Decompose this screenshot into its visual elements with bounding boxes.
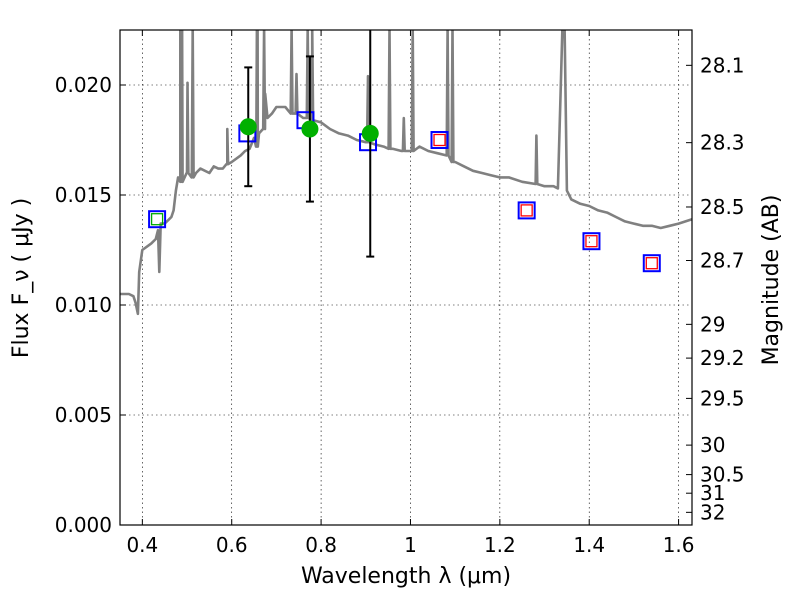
y-tick-label: 0.020 bbox=[55, 73, 112, 97]
x-tick-label: 1.2 bbox=[484, 533, 516, 557]
y-axis-right-label: Magnitude (AB) bbox=[759, 195, 784, 366]
x-tick-label: 0.6 bbox=[216, 533, 248, 557]
mag-tick-label: 32 bbox=[700, 500, 725, 524]
x-tick-label: 1 bbox=[404, 533, 417, 557]
x-tick-label: 1.6 bbox=[663, 533, 695, 557]
mag-tick-label: 31 bbox=[700, 481, 725, 505]
mag-tick-label: 28.3 bbox=[700, 131, 745, 155]
model-square-point bbox=[582, 232, 601, 251]
inner-squares-series bbox=[150, 133, 658, 270]
x-tick-label: 0.8 bbox=[305, 533, 337, 557]
observed-series bbox=[239, 118, 379, 142]
y-tick-label: 0.000 bbox=[55, 513, 112, 537]
mag-tick-label: 29 bbox=[700, 312, 725, 336]
inner-square-point bbox=[150, 213, 164, 226]
mag-tick-label: 29.2 bbox=[700, 346, 745, 370]
x-tick-label: 1.4 bbox=[573, 533, 605, 557]
mag-tick-label: 29.5 bbox=[700, 386, 745, 410]
model-square-point bbox=[148, 210, 167, 229]
mag-tick-label: 28.5 bbox=[700, 195, 745, 219]
mag-tick-label: 28.1 bbox=[700, 53, 745, 77]
mag-tick-label: 30.5 bbox=[700, 463, 745, 487]
inner-square-point bbox=[645, 257, 658, 270]
mag-tick-label: 30 bbox=[700, 433, 725, 457]
mag-tick-label: 28.7 bbox=[700, 248, 745, 272]
y-axis-label: Flux F_ν ( μJy ) bbox=[9, 198, 34, 358]
spectrum-series bbox=[120, 30, 692, 316]
x-tick-label: 0.4 bbox=[126, 533, 158, 557]
plot-frame bbox=[119, 29, 693, 526]
x-axis-label: Wavelength λ (μm) bbox=[301, 564, 511, 589]
observed-point bbox=[301, 120, 319, 138]
model-square-point bbox=[430, 131, 449, 149]
inner-square-point bbox=[433, 133, 446, 147]
model-square-point bbox=[517, 201, 536, 220]
axis-ticks: 0.4 0.6 0.8 1 1.2 1.4 1.6 0.000 0.005 0.010 0.015 0… bbox=[55, 30, 745, 557]
observed-point bbox=[239, 118, 257, 136]
spectrum-line bbox=[120, 30, 692, 316]
observed-point bbox=[361, 124, 379, 142]
inner-square-point bbox=[520, 204, 533, 217]
model-square-point bbox=[642, 254, 661, 273]
y-tick-label: 0.005 bbox=[55, 403, 112, 427]
y-tick-label: 0.010 bbox=[55, 293, 112, 317]
plot-content bbox=[120, 30, 692, 316]
inner-square-point bbox=[585, 235, 598, 248]
y-tick-label: 0.015 bbox=[55, 183, 112, 207]
